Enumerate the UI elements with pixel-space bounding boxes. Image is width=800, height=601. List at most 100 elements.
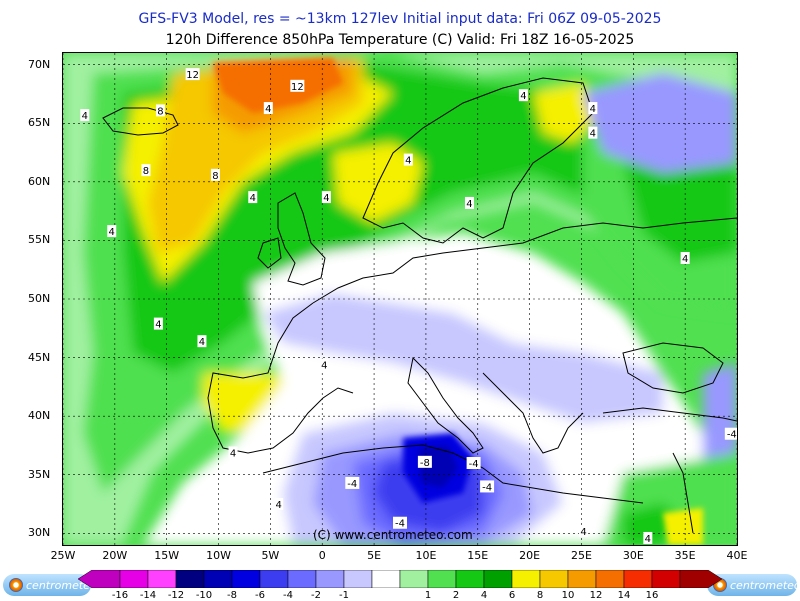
contour-label-box: [588, 102, 598, 115]
latitude-label: 45N: [28, 350, 51, 364]
contour-label-box: [680, 252, 690, 264]
contour-label: 4: [590, 104, 596, 115]
color-scale-swatch: [511, 570, 541, 588]
contour-label-box: [319, 358, 329, 371]
color-scale-swatch: [259, 570, 289, 588]
contour-label: 4: [109, 227, 115, 238]
longitude-label: 20E: [519, 549, 541, 562]
color-scale-swatch: [399, 570, 429, 588]
color-scale-label: -2: [311, 590, 321, 601]
color-scale-swatch: [427, 570, 457, 588]
contour-label-box: [153, 317, 163, 330]
contour-label-box: [579, 524, 589, 537]
longitude-label: 0: [318, 549, 326, 562]
contour-label: 4: [645, 534, 651, 545]
longitude-label: 25E: [570, 549, 592, 562]
contour-label: 4: [580, 527, 586, 538]
contour-label-box: [155, 104, 165, 117]
longitude-label: 35E: [674, 549, 696, 562]
contour-label-box: [588, 126, 598, 139]
contour-label-box: [466, 457, 481, 469]
longitude-label: 10E: [415, 549, 437, 562]
color-scale-swatch: [567, 570, 597, 588]
contour-label: -4: [469, 459, 479, 470]
contour-label: 4: [275, 500, 281, 511]
contour-label: 12: [186, 70, 199, 81]
color-scale-swatch: [78, 570, 121, 588]
color-scale-bar: [78, 570, 722, 588]
contour-label-box: [345, 476, 360, 489]
color-scale-swatch: [595, 570, 625, 588]
longitude-label: 40E: [726, 549, 748, 562]
contour-label-box: [210, 168, 220, 181]
color-scale-swatch: [371, 570, 401, 588]
logo-text: centrometeo: [730, 578, 800, 592]
contour-label: 4: [323, 193, 329, 204]
contour-label-box: [185, 68, 200, 81]
longitude-label: 5E: [367, 549, 382, 562]
latitude-label: 65N: [28, 116, 51, 130]
color-scale-swatch: [455, 570, 485, 588]
contour-label-box: [228, 446, 238, 459]
contour-label-box: [141, 164, 151, 177]
latitude-label: 40N: [28, 409, 51, 423]
contour-label: 4: [405, 156, 411, 167]
contour-label-box: [321, 191, 331, 204]
color-scale-swatch: [287, 570, 317, 588]
color-scale-swatch: [147, 570, 177, 588]
latitude-label: 50N: [28, 292, 51, 305]
longitude-label: 15E: [467, 549, 489, 562]
contour-label: -8: [420, 458, 430, 469]
contour-label: 4: [250, 193, 256, 204]
color-scale-swatch: [203, 570, 233, 588]
longitude-label: 5W: [261, 549, 280, 562]
color-scale-label: 12: [589, 590, 603, 601]
contour-label: 4: [590, 129, 596, 140]
contour-label: -4: [347, 479, 357, 490]
contour-label-box: [518, 89, 528, 102]
contour-label: 4: [82, 111, 88, 122]
color-scale-swatch: [119, 570, 149, 588]
centrometeo-logo-left[interactable]: centrometeo: [3, 574, 97, 596]
color-scale-label: -8: [227, 590, 237, 601]
color-scale-swatch: [623, 570, 653, 588]
longitude-label: 10W: [206, 549, 231, 562]
temperature-field: [63, 53, 737, 545]
longitude-label: 15W: [154, 549, 180, 562]
longitude-label: 20W: [102, 549, 128, 562]
contour-label: 4: [321, 361, 327, 372]
color-scale-swatch: [679, 570, 722, 588]
color-scale-swatch: [231, 570, 261, 588]
contour-label-box: [464, 196, 474, 209]
longitude-label: 25W: [50, 549, 76, 562]
color-scale-label: -1: [339, 590, 349, 601]
contour-label: 4: [155, 320, 161, 331]
graticule: [63, 53, 737, 545]
contour-label: 4: [466, 199, 472, 210]
contour-label-box: [263, 102, 273, 115]
color-scale-swatch: [651, 570, 681, 588]
color-scale-label: -10: [195, 590, 213, 601]
color-scale-swatch: [315, 570, 345, 588]
latitude-label: 70N: [28, 57, 51, 71]
contour-label: -4: [482, 482, 492, 493]
color-scale-label: 16: [645, 590, 659, 601]
color-scale-label: -6: [255, 590, 265, 601]
contour-label-box: [248, 191, 258, 204]
latitude-label: 35N: [28, 467, 51, 481]
contour-label-box: [197, 335, 207, 348]
latitude-label: 30N: [28, 526, 51, 540]
centrometeo-logo-right[interactable]: centrometeo: [707, 574, 800, 596]
contour-label: 4: [682, 254, 688, 265]
logo-icon: [9, 578, 23, 592]
contour-label: 8: [143, 166, 149, 177]
contour-label-box: [724, 427, 737, 440]
longitude-label: 30E: [622, 549, 644, 562]
contour-label-box: [480, 480, 495, 493]
contour-label-box: [107, 225, 117, 238]
color-scale-label: 10: [561, 590, 575, 601]
color-scale-swatch: [343, 570, 373, 588]
color-scale-label: 14: [617, 590, 631, 601]
contour-label-box: [417, 455, 432, 468]
latitude-label: 55N: [28, 233, 51, 247]
